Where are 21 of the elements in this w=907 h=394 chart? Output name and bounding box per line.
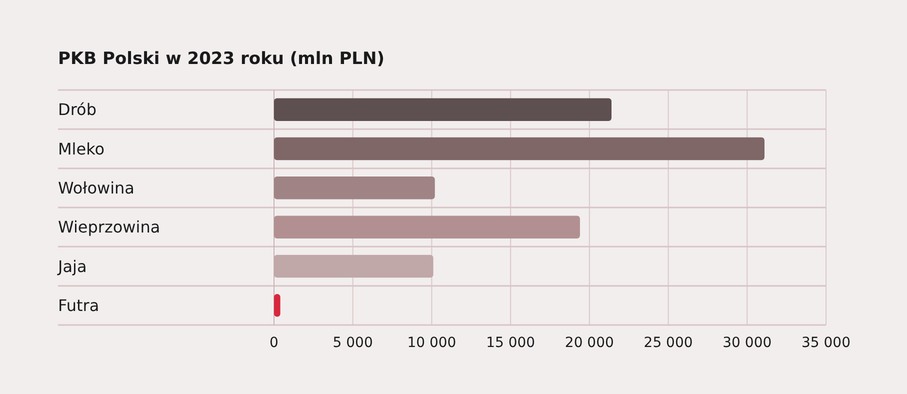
x-tick-label: 15 000 (486, 335, 536, 351)
y-tick-label: Futra (58, 296, 100, 316)
x-tick-label: 25 000 (644, 335, 693, 351)
x-tick-label: 0 (270, 335, 278, 351)
x-tick-label: 20 000 (564, 335, 614, 351)
x-tick-label: 10 000 (407, 335, 456, 351)
bar (274, 254, 434, 278)
x-tick-label: 35 000 (802, 335, 850, 351)
chart-title: PKB Polski w 2023 roku (mln PLN) (58, 49, 385, 69)
bar (274, 137, 764, 160)
bar (274, 98, 612, 121)
bar (274, 216, 580, 238)
bar (274, 294, 280, 317)
y-tick-label: Wieprzowina (58, 218, 160, 237)
y-tick-label: Mleko (58, 139, 105, 158)
y-tick-label: Drób (58, 100, 96, 120)
x-tick-label: 30 000 (722, 335, 772, 351)
bar (274, 176, 435, 200)
y-tick-label: Wołowina (58, 178, 134, 198)
y-tick-label: Jaja (57, 256, 87, 276)
x-tick-label: 5 000 (332, 335, 373, 351)
